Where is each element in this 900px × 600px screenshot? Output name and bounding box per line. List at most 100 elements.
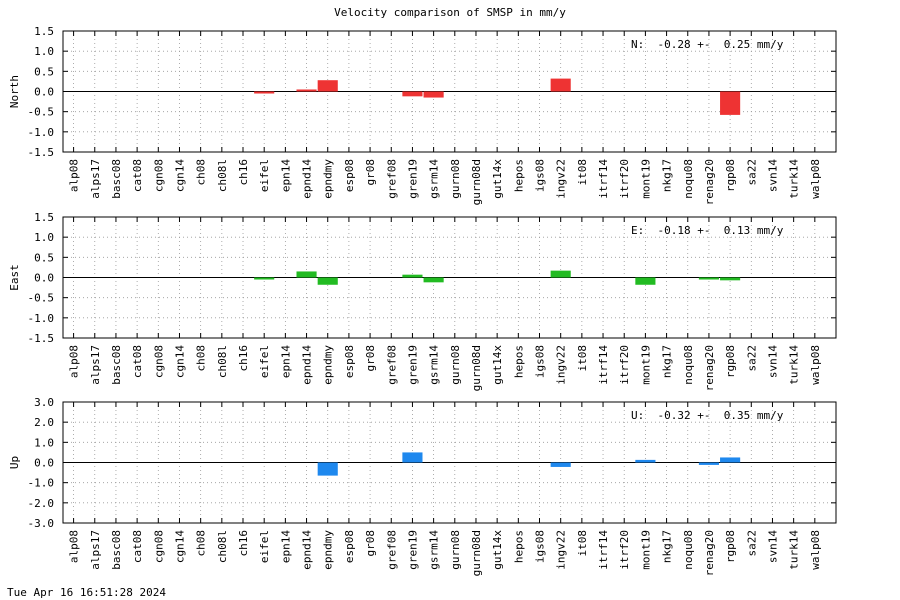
east-xtick-label: gren19 [406, 345, 419, 385]
up-bar-epndmy [317, 462, 338, 476]
east-ytick-label: 0.0 [34, 272, 54, 285]
up-xtick-label: hepos [512, 530, 525, 563]
east-xtick-label: ch16 [237, 345, 250, 372]
east-bar-gsrm14 [423, 277, 444, 283]
north-xtick-label: sa22 [745, 159, 758, 186]
east-xtick-label: alp08 [68, 345, 81, 378]
east-bar-epndmy [317, 277, 338, 285]
east-xtick-label: hepos [512, 345, 525, 378]
east-xtick-label: ch08l [216, 345, 229, 378]
up-ytick-label: -1.0 [28, 477, 55, 490]
north-ytick-label: 0.0 [34, 86, 54, 99]
east-xtick-label: gr08 [364, 345, 377, 372]
north-xtick-label: gurn08d [470, 159, 483, 205]
up-bar-gren19 [402, 452, 423, 463]
east-ytick-label: -1.0 [28, 312, 55, 325]
up-xtick-label: gren19 [406, 530, 419, 570]
east-bar-rgp08 [720, 277, 741, 281]
up-ytick-label: 3.0 [34, 396, 54, 409]
east-xtick-label: it08 [576, 345, 589, 372]
timestamp: Tue Apr 16 16:51:28 2024 [7, 586, 166, 599]
up-xtick-label: walp08 [809, 530, 822, 570]
up-bar-ingv22 [550, 462, 571, 467]
up-xtick-label: turk14 [788, 530, 801, 570]
east-xtick-label: gref08 [385, 345, 398, 385]
north-xtick-label: epndmy [322, 159, 335, 199]
north-xtick-label: ingv22 [555, 159, 568, 199]
up-xtick-label: svn14 [766, 530, 779, 563]
up-xtick-label: noqu08 [682, 530, 695, 570]
east-bar-eifel [254, 277, 275, 280]
east-xtick-label: gurn08 [449, 345, 462, 385]
east-xtick-label: svn14 [766, 345, 779, 378]
north-xtick-label: epnd14 [301, 159, 314, 199]
up-xtick-label: gurn08 [449, 530, 462, 570]
up-xtick-label: esp08 [343, 530, 356, 563]
up-xtick-label: ch08 [195, 530, 208, 557]
up-bar-renag20 [698, 462, 719, 465]
up-xtick-label: rgp08 [724, 530, 737, 563]
up-xtick-label: gr08 [364, 530, 377, 557]
north-xtick-label: itrf14 [597, 159, 610, 199]
up-xtick-label: itrf20 [618, 530, 631, 570]
east-ytick-label: 1.0 [34, 231, 54, 244]
north-xtick-label: cat08 [131, 159, 144, 192]
north-bar-epnd14 [296, 89, 317, 92]
north-xtick-label: turk14 [788, 159, 801, 199]
east-xtick-label: noqu08 [682, 345, 695, 385]
east-ytick-label: -1.5 [28, 332, 55, 345]
east-xtick-label: cgn14 [173, 345, 186, 378]
up-xtick-label: epndmy [322, 530, 335, 570]
east-xtick-label: nkg17 [661, 345, 674, 378]
east-bar-ingv22 [550, 270, 571, 278]
north-xtick-label: gren19 [406, 159, 419, 199]
north-xtick-label: eifel [258, 159, 271, 192]
up-bar-rgp08 [720, 457, 741, 463]
north-xtick-label: ch16 [237, 159, 250, 186]
east-xtick-label: basc08 [110, 345, 123, 385]
north-ytick-label: 1.0 [34, 45, 54, 58]
north-xtick-label: gref08 [385, 159, 398, 199]
up-ytick-label: -3.0 [28, 517, 55, 530]
north-xtick-label: walp08 [809, 159, 822, 199]
up-xtick-label: cgn08 [152, 530, 165, 563]
east-bar-mont19 [635, 277, 656, 285]
north-xtick-label: esp08 [343, 159, 356, 192]
east-xtick-label: ingv22 [555, 345, 568, 385]
east-xtick-label: epndmy [322, 345, 335, 385]
north-xtick-label: gsrm14 [428, 159, 441, 199]
up-ytick-label: 1.0 [34, 436, 54, 449]
up-ytick-label: 2.0 [34, 416, 54, 429]
up-xtick-label: ch08l [216, 530, 229, 563]
up-xtick-label: epnd14 [301, 530, 314, 570]
up-xtick-label: mont19 [639, 530, 652, 570]
north-bar-ingv22 [550, 78, 571, 92]
up-xtick-label: alps17 [89, 530, 102, 570]
north-xtick-label: hepos [512, 159, 525, 192]
up-xtick-label: itrf14 [597, 530, 610, 570]
east-bar-epnd14 [296, 271, 317, 278]
up-xtick-label: epn14 [279, 530, 292, 563]
east-xtick-label: renag20 [703, 345, 716, 391]
east-xtick-label: eifel [258, 345, 271, 378]
up-xtick-label: eifel [258, 530, 271, 563]
north-xtick-label: rgp08 [724, 159, 737, 192]
up-axis-label: Up [8, 456, 21, 469]
north-ytick-label: 0.5 [34, 65, 54, 78]
east-axis-label: East [8, 264, 21, 291]
north-xtick-label: cgn08 [152, 159, 165, 192]
east-xtick-label: igs08 [534, 345, 547, 378]
east-xtick-label: gsrm14 [428, 345, 441, 385]
east-xtick-label: cat08 [131, 345, 144, 378]
up-xtick-label: basc08 [110, 530, 123, 570]
north-xtick-label: ch08 [195, 159, 208, 186]
east-annotation: E: -0.18 +- 0.13 mm/y [631, 224, 784, 237]
east-xtick-label: walp08 [809, 345, 822, 385]
north-annotation: N: -0.28 +- 0.25 mm/y [631, 38, 784, 51]
up-xtick-label: it08 [576, 530, 589, 557]
north-xtick-label: epn14 [279, 159, 292, 192]
north-xtick-label: mont19 [639, 159, 652, 199]
up-xtick-label: cgn14 [173, 530, 186, 563]
east-xtick-label: epn14 [279, 345, 292, 378]
